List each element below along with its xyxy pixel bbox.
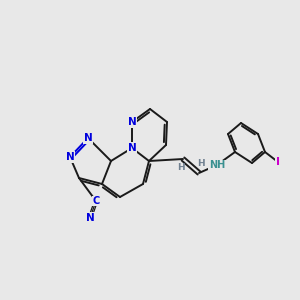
Text: N: N [85, 213, 94, 223]
Text: N: N [66, 152, 74, 162]
Text: N: N [128, 117, 136, 127]
Text: C: C [92, 196, 100, 206]
Text: NH: NH [209, 160, 225, 170]
Text: N: N [84, 133, 92, 143]
Text: H: H [177, 164, 185, 172]
Text: I: I [276, 157, 280, 167]
Text: H: H [197, 160, 205, 169]
Text: N: N [128, 143, 136, 153]
